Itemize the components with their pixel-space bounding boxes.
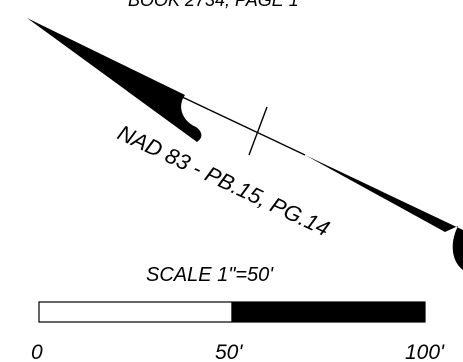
boundary-cross-tick [248,106,268,156]
scale-bar [38,301,426,323]
scale-bar-white-segment [38,301,233,323]
scale-title: SCALE 1"=50' [146,264,274,286]
bearing-label: NAD 83 - PB.15, PG.14 [114,120,334,241]
boundary-wedge-left [27,18,202,142]
scale-tick-label-0: 0 [31,341,43,362]
boundary-line [177,94,306,156]
scale-tick-label-100: 100' [405,341,445,362]
top-cut-text: BOOK 2734, PAGE 1 [128,0,299,10]
scale-bar-black-segment [231,301,426,323]
boundary-wedge-right [305,155,463,270]
scale-tick-label-50: 50' [215,341,243,362]
